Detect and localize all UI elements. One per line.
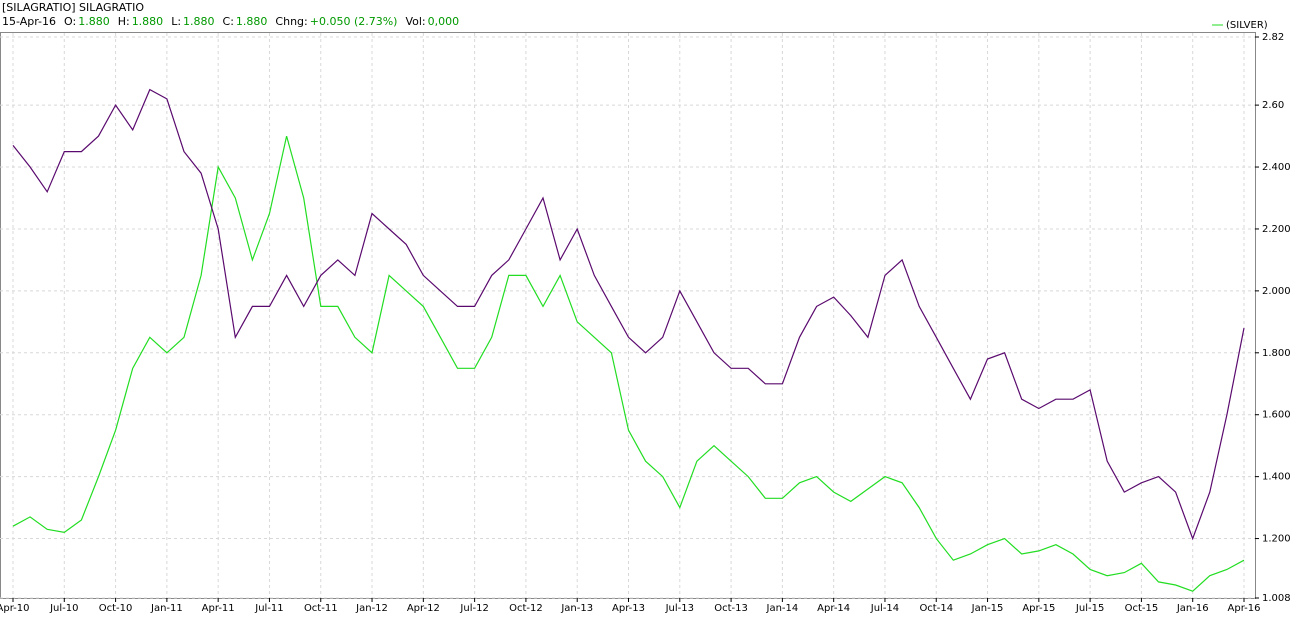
x-tick-label: Jul-15: [1075, 603, 1104, 614]
field-value: 1.880: [183, 15, 215, 28]
y-tick-label: 2.200: [1262, 224, 1291, 235]
y-tick-label: 1.800: [1262, 348, 1291, 359]
x-tick-label: Oct-15: [1125, 603, 1159, 614]
x-tick-label: Jan-15: [971, 603, 1004, 614]
x-tick-label: Jan-16: [1176, 603, 1209, 614]
date: 15-Apr-16: [2, 15, 57, 28]
field-label: H:: [117, 15, 130, 28]
series-line: [12, 88, 1245, 541]
legend-label: (SILVER): [1226, 20, 1268, 31]
y-tick-label: 1.008: [1262, 593, 1291, 604]
x-tick-label: Jul-11: [254, 603, 283, 614]
x-tick-label: Apr-15: [1022, 603, 1055, 614]
x-tick-label: Apr-13: [612, 603, 645, 614]
x-tick-label: Apr-11: [202, 603, 235, 614]
field-label: L:: [171, 15, 182, 28]
x-tick-label: Jul-12: [459, 603, 488, 614]
x-tick-label: Apr-10: [0, 603, 30, 614]
y-tick-label: 2.000: [1262, 286, 1291, 297]
quote-row: 15-Apr-16 O: 1.880 H: 1.880 L: 1.880 C: 1.880 Chn…: [2, 15, 467, 29]
field-label: Vol:: [405, 15, 426, 28]
y-tick-label: 1.400: [1262, 472, 1291, 483]
y-tick-label: 2.60: [1262, 100, 1284, 111]
y-tick-label: 1.600: [1262, 410, 1291, 421]
field-value: 1.880: [78, 15, 110, 28]
x-tick-label: Oct-12: [509, 603, 543, 614]
field-value: 0,000: [427, 15, 460, 28]
x-tick-label: Jul-10: [49, 603, 78, 614]
field-value: 1.880: [131, 15, 164, 28]
x-tick-label: Apr-16: [1228, 603, 1261, 614]
x-tick-label: Oct-11: [304, 603, 338, 614]
x-tick-label: Apr-12: [407, 603, 440, 614]
x-tick-label: Jan-11: [150, 603, 183, 614]
x-tick-label: Apr-14: [817, 603, 850, 614]
x-tick-label: Jul-13: [665, 603, 694, 614]
x-tick-label: Jan-14: [766, 603, 799, 614]
y-tick-label: 2.400: [1262, 162, 1291, 173]
x-tick-label: Jan-13: [560, 603, 593, 614]
field-label: O:: [64, 15, 77, 28]
field-label: C:: [222, 15, 234, 28]
x-tick-label: Jan-12: [355, 603, 388, 614]
x-tick-label: Oct-10: [99, 603, 133, 614]
field-value: +0.050 (2.73%): [309, 15, 398, 28]
x-tick-label: Oct-13: [714, 603, 748, 614]
symbol: [SILAGRATIO] SILAGRATIO: [2, 1, 144, 14]
x-tick-label: Oct-14: [919, 603, 953, 614]
x-tick-label: Jul-14: [870, 603, 899, 614]
series-line: [12, 135, 1245, 592]
field-value: 1.880: [235, 15, 268, 28]
y-tick-label: 2.82: [1262, 32, 1284, 43]
header: [SILAGRATIO] SILAGRATIO 15-Apr-16 O: 1.880…: [2, 1, 467, 29]
y-tick-label: 1.200: [1262, 534, 1291, 545]
field-label: Chng:: [275, 15, 308, 28]
